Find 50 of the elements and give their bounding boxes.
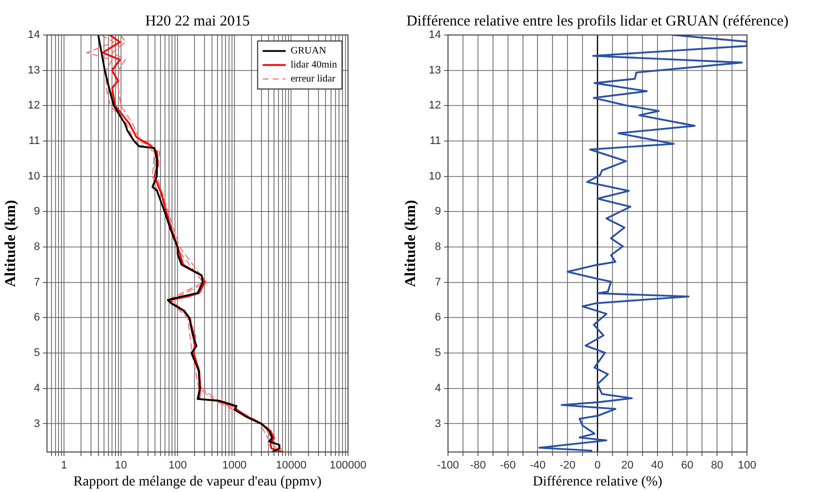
legend-label: erreur lidar [290, 74, 336, 85]
y-tick-label: 4 [34, 382, 40, 394]
x-tick-label: 100000 [330, 460, 366, 472]
y-axis-title: Altitude (km) [402, 200, 419, 288]
x-tick-label: -40 [530, 460, 546, 472]
x-tick-label: 10 [114, 460, 127, 472]
y-tick-label: 7 [434, 276, 441, 288]
y-tick-label: 10 [428, 170, 441, 182]
y-tick-label: 12 [428, 100, 441, 112]
y-tick-label: 5 [434, 347, 441, 360]
y-tick-label: 7 [34, 276, 40, 288]
x-tick-label: 10000 [276, 460, 307, 472]
legend-label: GRUAN [290, 46, 326, 57]
y-tick-label: 5 [34, 347, 40, 360]
y-tick-label: 14 [428, 29, 441, 42]
x-tick-label: -20 [560, 460, 576, 472]
y-tick-label: 9 [434, 206, 441, 218]
x-tick-label: 1000 [222, 460, 247, 472]
x-tick-label: 40 [651, 460, 664, 472]
y-tick-label: 8 [34, 241, 40, 254]
x-tick-label: -100 [436, 460, 460, 472]
chart-title: Différence relative entre les profils lidar et GRUAN (référence) [406, 13, 789, 30]
y-axis-title: Altitude (km) [2, 200, 19, 288]
y-tick-label: 12 [28, 100, 40, 112]
y-tick-label: 10 [28, 170, 40, 182]
y-tick-label: 11 [28, 135, 40, 148]
x-tick-label: 100 [738, 460, 756, 472]
legend-label: lidar 40min [290, 60, 338, 71]
x-tick-label: 80 [710, 460, 724, 472]
x-axis-title: Rapport de mélange de vapeur d'eau (ppmv) [73, 474, 322, 490]
x-tick-label: 1 [61, 460, 68, 472]
x-tick-label: -60 [500, 460, 516, 472]
y-tick-label: 9 [34, 206, 40, 218]
y-tick-label: 8 [434, 241, 441, 254]
x-tick-label: -80 [470, 460, 486, 472]
x-tick-label: 0 [594, 460, 601, 472]
x-tick-label: 20 [621, 460, 634, 472]
y-tick-label: 6 [434, 312, 441, 324]
x-axis-title: Différence relative (%) [532, 474, 663, 490]
y-tick-label: 14 [28, 29, 40, 42]
y-tick-label: 13 [28, 64, 40, 76]
y-tick-label: 4 [434, 382, 441, 394]
y-tick-label: 3 [34, 418, 40, 430]
y-tick-label: 6 [34, 312, 40, 324]
chart-title: H20 22 mai 2015 [145, 13, 250, 30]
x-tick-label: 60 [681, 460, 694, 472]
x-tick-label: 100 [168, 460, 187, 472]
y-tick-label: 11 [430, 135, 441, 148]
y-tick-label: 13 [428, 64, 441, 76]
y-tick-label: 3 [434, 418, 441, 430]
